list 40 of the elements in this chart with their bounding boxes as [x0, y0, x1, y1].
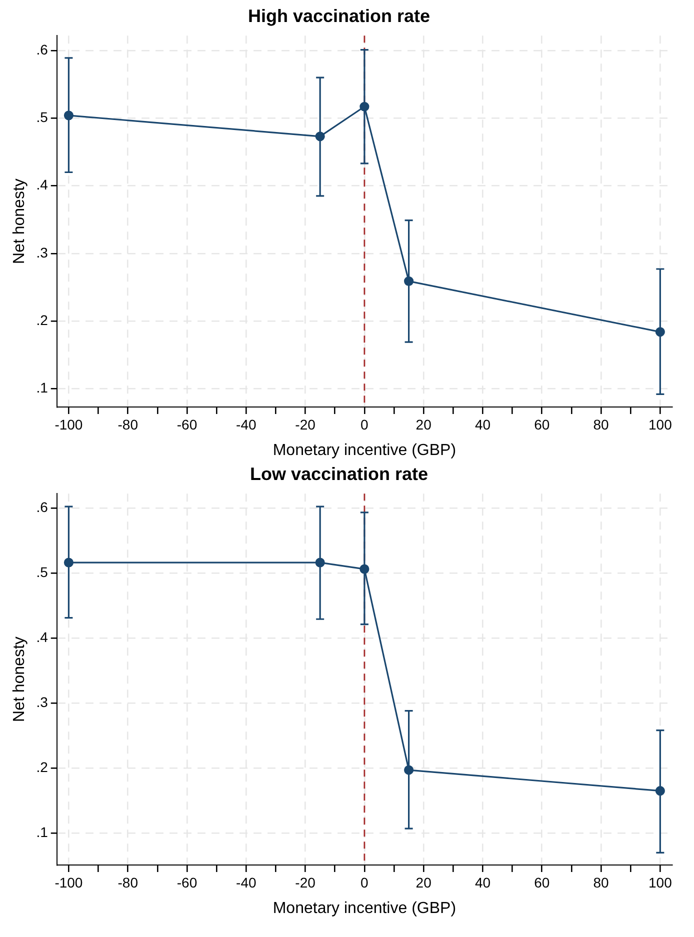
y-tick-label: .3: [36, 694, 48, 710]
x-tick-label: 100: [648, 874, 672, 890]
chart-title: Low vaccination rate: [250, 464, 428, 484]
y-tick-label: .2: [36, 312, 48, 328]
y-tick-label: .2: [36, 758, 48, 775]
y-tick-label: .5: [36, 108, 48, 125]
y-tick-label: .1: [36, 824, 48, 840]
x-tick-label: 80: [593, 416, 610, 432]
x-tick-label: 60: [534, 416, 550, 432]
x-tick-label: -60: [176, 416, 198, 432]
x-tick-label: -60: [176, 874, 198, 890]
y-tick-label: .1: [36, 380, 48, 396]
x-tick-label: 60: [534, 874, 550, 890]
x-tick-label: 40: [474, 874, 491, 890]
y-tick-label: .4: [36, 176, 48, 193]
x-tick-label: 80: [593, 874, 610, 890]
x-tick-label: 20: [416, 416, 432, 432]
y-tick-label: .5: [36, 564, 48, 580]
x-tick-label: 20: [416, 874, 432, 890]
x-axis-title: Monetary incentive (GBP): [272, 442, 456, 459]
x-tick-label: -40: [236, 874, 256, 890]
x-tick-label: 0: [360, 416, 369, 432]
y-tick-label: .4: [36, 628, 48, 645]
x-tick-label: 0: [360, 874, 369, 890]
x-tick-label: 100: [648, 416, 672, 432]
x-tick-label: -100: [54, 874, 83, 890]
x-tick-label: -80: [118, 416, 138, 432]
x-tick-label: 40: [474, 416, 491, 432]
x-tick-label: -20: [295, 874, 316, 890]
x-tick-label: -100: [54, 416, 83, 432]
x-tick-label: -20: [295, 416, 316, 432]
x-axis-title: Monetary incentive (GBP): [272, 900, 456, 917]
x-tick-label: -40: [236, 416, 256, 432]
chart-title: High vaccination rate: [248, 6, 430, 26]
y-tick-label: .6: [36, 498, 48, 515]
y-tick-label: .6: [36, 41, 48, 58]
x-tick-label: -80: [118, 874, 138, 890]
y-axis-title: Net honesty: [11, 636, 28, 722]
y-tick-label: .3: [36, 244, 48, 260]
y-axis-title: Net honesty: [11, 178, 28, 264]
